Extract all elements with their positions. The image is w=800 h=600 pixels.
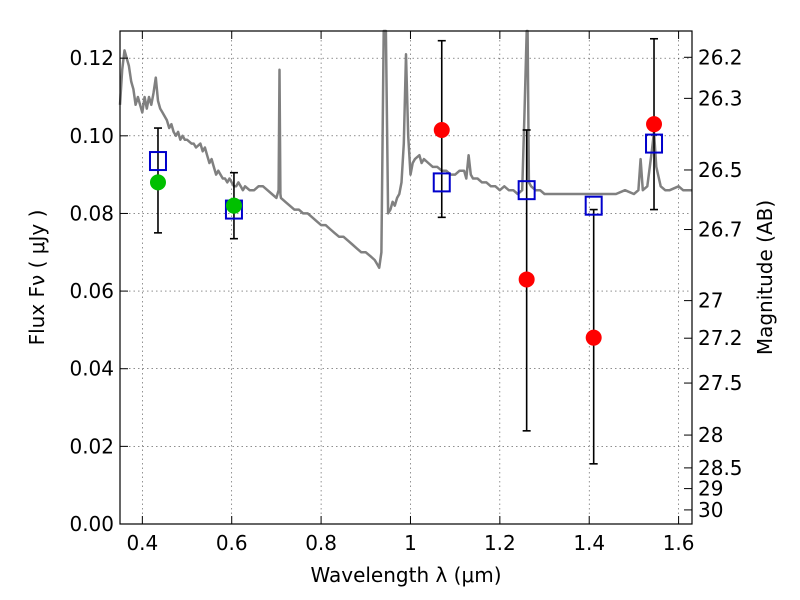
axis-ticks: 0.4 0.6 0.8 1 1.2 1.4 1.6 0.00 0.02 0.04 0.06 0.08 0…	[69, 31, 743, 555]
right-tick-label: 28	[698, 423, 723, 447]
right-axis-label: Magnitude (AB)	[753, 200, 777, 355]
y-tick-label: 0.04	[69, 357, 114, 381]
right-tick-label: 27.5	[698, 371, 743, 395]
right-tick-label: 29	[698, 477, 723, 501]
y-axis-label: Flux Fν ( μJy )	[25, 210, 49, 346]
model-square-point	[517, 180, 536, 201]
right-tick-label: 27	[698, 289, 723, 313]
model-square-point	[645, 133, 664, 154]
y-tick-label: 0.06	[69, 279, 114, 303]
observed-point-green	[225, 197, 242, 214]
right-tick-label: 26.7	[698, 218, 743, 242]
observed-point-red	[433, 121, 450, 138]
y-tick-label: 0.12	[69, 46, 114, 70]
plot-frame	[119, 30, 693, 525]
right-tick-label: 30	[698, 498, 723, 522]
template-spectrum-line	[118, 29, 692, 270]
right-tick-label: 27.2	[698, 326, 743, 350]
x-tick-label: 1.4	[573, 531, 605, 555]
y-tick-label: 0.08	[69, 201, 114, 225]
data-markers	[148, 116, 664, 346]
model-square-point	[432, 172, 451, 193]
right-tick-label: 26.3	[698, 86, 743, 110]
y-tick-label: 0.10	[69, 124, 114, 148]
observed-point-red	[646, 116, 663, 133]
x-tick-label: 0.6	[216, 531, 248, 555]
x-tick-label: 0.8	[305, 531, 337, 555]
observed-point-green	[149, 174, 166, 191]
right-tick-label: 28.5	[698, 456, 743, 480]
y-tick-label: 0.00	[69, 512, 114, 536]
y-tick-label: 0.02	[69, 434, 114, 458]
observed-point-red	[585, 329, 602, 346]
x-tick-label: 1.2	[484, 531, 516, 555]
x-tick-label: 1	[404, 531, 417, 555]
x-tick-label: 1.6	[663, 531, 695, 555]
model-square-point	[148, 151, 167, 172]
model-square-point	[584, 195, 603, 216]
observed-point-red	[518, 271, 535, 288]
template-spectrum	[118, 29, 692, 270]
right-tick-label: 26.2	[698, 45, 743, 69]
x-tick-label: 0.4	[126, 531, 158, 555]
x-axis-label: Wavelength λ (μm)	[310, 563, 501, 587]
right-tick-label: 26.5	[698, 158, 743, 182]
